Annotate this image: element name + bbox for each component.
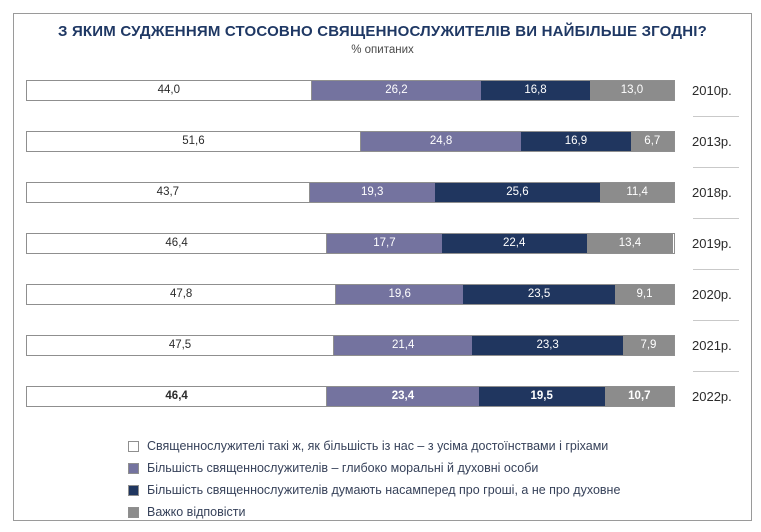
bar-row: 46,4 23,4 19,5 10,7 2022р.	[26, 386, 751, 407]
year-label: 2010р.	[692, 83, 732, 98]
bar-row: 44,0 26,2 16,8 13,0 2010р.	[26, 80, 751, 117]
segment-value-label: 19,6	[388, 287, 411, 300]
bar-segment-series-1: 43,7	[27, 183, 310, 202]
legend-label: Більшість священнослужителів – глибоко м…	[147, 461, 539, 475]
bar-track: 44,0 26,2 16,8 13,0	[26, 80, 675, 101]
bar-segment-series-2: 17,7	[327, 234, 442, 253]
chart-subtitle: % опитаних	[351, 44, 414, 56]
bar-segment-series-3: 22,4	[441, 234, 587, 253]
segment-value-label: 10,7	[628, 389, 651, 402]
segment-value-label: 16,8	[524, 83, 547, 96]
legend-item-series-3: Більшість священнослужителів думають нас…	[128, 479, 620, 501]
segment-value-label: 47,8	[169, 287, 193, 300]
legend-swatch-icon	[128, 506, 139, 518]
segment-value-label: 46,4	[165, 389, 188, 402]
segment-value-label: 13,4	[618, 236, 642, 249]
segment-value-label: 19,3	[360, 185, 384, 198]
bar-segment-series-4: 6,7	[630, 132, 674, 151]
bar-segment-series-1: 44,0	[27, 81, 312, 100]
year-label: 2013р.	[692, 134, 732, 149]
bar-segment-series-1: 47,8	[27, 285, 337, 304]
legend-swatch-icon	[128, 484, 139, 496]
legend-label: Важко відповісти	[147, 505, 246, 519]
legend-item-series-4: Важко відповісти	[128, 501, 620, 523]
bar-segment-series-4: 13,0	[589, 81, 674, 100]
segment-value-label: 25,6	[506, 185, 529, 198]
bar-segment-series-4: 9,1	[615, 285, 674, 304]
legend-item-series-1: Священнослужителі такі ж, як більшість і…	[128, 435, 620, 457]
bar-track: 47,5 21,4 23,3 7,9	[26, 335, 675, 356]
stacked-bar-chart: 44,0 26,2 16,8 13,0 2010р. 51,6 24,8 16,9 6,7 201…	[26, 80, 751, 407]
bar-track: 46,4 17,7 22,4 13,4	[26, 233, 675, 254]
bar-segment-series-1: 46,4	[27, 387, 328, 406]
segment-value-label: 19,5	[530, 389, 553, 402]
segment-value-label: 11,4	[626, 185, 648, 198]
legend-label: Священнослужителі такі ж, як більшість і…	[147, 439, 609, 453]
segment-value-label: 23,4	[391, 389, 415, 402]
bar-segment-series-2: 24,8	[360, 132, 522, 151]
bar-segment-series-3: 23,3	[472, 336, 623, 355]
bar-segment-series-2: 19,3	[309, 183, 435, 202]
bar-segment-series-2: 23,4	[327, 387, 479, 406]
bar-segment-series-4: 11,4	[600, 183, 674, 202]
bar-row: 46,4 17,7 22,4 13,4 2019р.	[26, 233, 751, 270]
legend-label: Більшість священнослужителів думають нас…	[147, 483, 621, 497]
segment-value-label: 47,5	[168, 338, 192, 351]
legend-item-series-2: Більшість священнослужителів – глибоко м…	[128, 457, 620, 479]
bar-track: 47,8 19,6 23,5 9,1	[26, 284, 675, 305]
bar-track: 46,4 23,4 19,5 10,7	[26, 386, 675, 407]
bar-segment-series-2: 19,6	[336, 285, 464, 304]
year-label: 2019р.	[692, 236, 732, 251]
segment-value-label: 46,4	[165, 236, 188, 249]
bar-row: 47,8 19,6 23,5 9,1 2020р.	[26, 284, 751, 321]
bar-segment-series-1: 51,6	[27, 132, 361, 151]
segment-value-label: 23,3	[536, 338, 559, 351]
bar-segment-series-3: 16,9	[521, 132, 631, 151]
bar-segment-series-3: 16,8	[481, 81, 590, 100]
bar-segment-series-3: 25,6	[434, 183, 601, 202]
year-label: 2021р.	[692, 338, 732, 353]
legend-swatch-icon	[128, 440, 139, 452]
bar-segment-series-4: 13,4	[586, 234, 674, 253]
year-label: 2022р.	[692, 389, 732, 404]
bar-row: 51,6 24,8 16,9 6,7 2013р.	[26, 131, 751, 168]
bar-row: 47,5 21,4 23,3 7,9 2021р.	[26, 335, 751, 372]
bar-segment-series-3: 19,5	[478, 387, 605, 406]
bar-segment-series-2: 21,4	[334, 336, 473, 355]
bar-segment-series-2: 26,2	[311, 81, 482, 100]
segment-value-label: 21,4	[391, 338, 415, 351]
chart-title: З ЯКИМ СУДЖЕННЯМ СТОСОВНО СВЯЩЕННОСЛУЖИТ…	[57, 23, 707, 40]
bar-segment-series-1: 46,4	[27, 234, 328, 253]
bar-segment-series-4: 7,9	[622, 336, 674, 355]
segment-value-label: 16,9	[564, 134, 588, 147]
segment-value-label: 6,7	[644, 134, 661, 147]
segment-value-label: 26,2	[385, 83, 408, 96]
bar-track: 43,7 19,3 25,6 11,4	[26, 182, 675, 203]
segment-value-label: 17,7	[373, 236, 396, 249]
segment-value-label: 23,5	[527, 287, 551, 300]
bar-row: 43,7 19,3 25,6 11,4 2018р.	[26, 182, 751, 219]
segment-value-label: 44,0	[157, 83, 181, 96]
segment-value-label: 22,4	[502, 236, 526, 249]
segment-value-label: 13,0	[620, 83, 644, 96]
bar-segment-series-1: 47,5	[27, 336, 335, 355]
bar-segment-series-4: 10,7	[604, 387, 674, 406]
year-label: 2018р.	[692, 185, 732, 200]
bar-segment-series-3: 23,5	[463, 285, 616, 304]
segment-value-label: 51,6	[182, 134, 205, 147]
segment-value-label: 7,9	[640, 338, 657, 351]
segment-value-label: 9,1	[636, 287, 653, 300]
segment-value-label: 43,7	[156, 185, 180, 198]
year-label: 2020р.	[692, 287, 732, 302]
bar-track: 51,6 24,8 16,9 6,7	[26, 131, 675, 152]
legend-swatch-icon	[128, 462, 139, 474]
segment-value-label: 24,8	[429, 134, 453, 147]
chart-legend: Священнослужителі такі ж, як більшість і…	[128, 435, 620, 523]
